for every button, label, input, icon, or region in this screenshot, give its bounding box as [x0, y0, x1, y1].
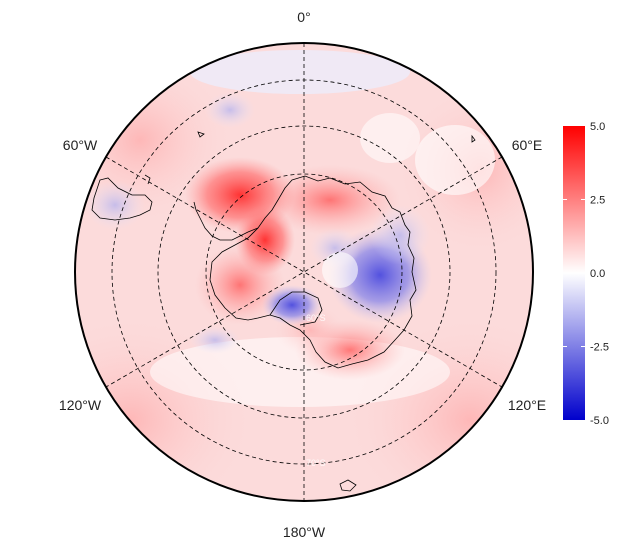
colorbar-tick-label: -2.5 [590, 342, 609, 354]
lon-label-top: 0° [297, 9, 310, 25]
colorbar: 5.0 2.5 0.0 -2.5 -5.0 [563, 121, 609, 427]
lat-label-60s: 60°S [306, 313, 326, 323]
meridian-60w-120e [105, 156, 503, 388]
lon-label-bottom: 180°W [283, 524, 326, 540]
meridian-60e-120w [105, 156, 503, 388]
colorbar-tick-label: 0.0 [590, 268, 605, 280]
latitude-ring-60s [157, 125, 451, 419]
colorbar-tick-label: 5.0 [590, 121, 605, 133]
map-outline [74, 42, 534, 502]
latitude-ring-70s [205, 173, 403, 371]
lon-label-lower-left: 120°W [59, 397, 102, 413]
lon-label-lower-right: 120°E [508, 397, 546, 413]
graticule [105, 43, 503, 501]
lon-label-upper-left: 60°W [63, 137, 98, 153]
colorbar-tick-label: -5.0 [590, 415, 609, 427]
lat-label-70s: 70°S [306, 458, 326, 468]
coastline-antarctica [193, 175, 417, 369]
colorbar-tick-label: 2.5 [590, 195, 605, 207]
coastline-islands [197, 131, 476, 492]
anomaly-field [75, 43, 533, 501]
lon-label-upper-right: 60°E [512, 137, 543, 153]
colorbar-tick-marks [563, 199, 585, 347]
colorbar-gradient [563, 126, 585, 420]
